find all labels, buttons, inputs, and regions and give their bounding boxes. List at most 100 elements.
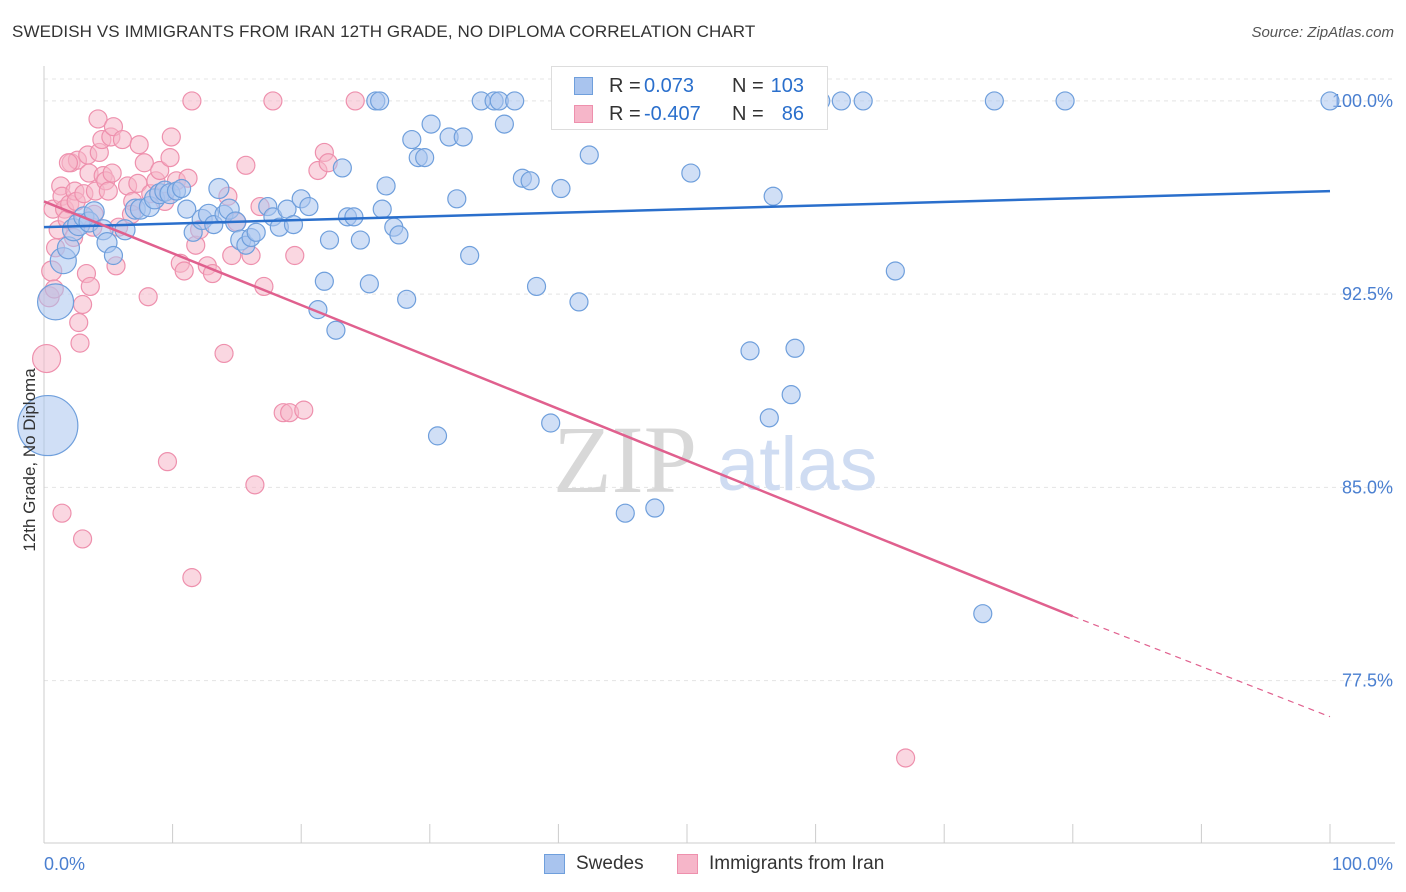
x-tick-label: 100.0% xyxy=(1332,854,1393,874)
swedes-point xyxy=(283,215,304,235)
y-tick-label: 77.5% xyxy=(1342,671,1393,691)
y-tick-label: 100.0% xyxy=(1332,91,1393,111)
iran-point xyxy=(160,148,180,168)
swedes-point xyxy=(319,230,340,250)
iran-point xyxy=(88,109,108,129)
swedes-point xyxy=(402,129,422,150)
iran-point xyxy=(182,568,202,588)
swedes-point xyxy=(984,91,1004,111)
swedes-point xyxy=(1055,91,1075,111)
swedes-point xyxy=(831,91,851,111)
legend-iran-label: Immigrants from Iran xyxy=(709,853,885,874)
swedes-point xyxy=(208,177,230,200)
iran-point xyxy=(70,333,90,353)
stats-box: R = 0.073 N = 103 R = -0.407 N = 86 xyxy=(551,66,828,130)
iran-point xyxy=(345,91,365,111)
iran-point xyxy=(52,503,72,523)
swedes-point xyxy=(520,171,540,191)
iran-point xyxy=(72,529,93,549)
swedes-point xyxy=(505,91,525,111)
swedes-point xyxy=(397,289,417,309)
swedes-point xyxy=(36,283,75,321)
iran-point xyxy=(896,748,916,768)
iran-point xyxy=(294,400,314,420)
iran-point xyxy=(31,343,62,374)
chart-title: SWEDISH VS IMMIGRANTS FROM IRAN 12TH GRA… xyxy=(12,22,756,41)
iran-point xyxy=(150,160,170,181)
swedes-n-value: 103 xyxy=(770,75,804,97)
swedes-point xyxy=(350,230,370,250)
watermark: ZIP atlas xyxy=(553,406,878,513)
swedes-point xyxy=(246,222,266,242)
swedes-point xyxy=(645,498,665,518)
iran-point xyxy=(236,155,256,175)
swedes-point xyxy=(376,176,396,196)
swedes-point xyxy=(427,426,448,446)
swedes-point xyxy=(781,385,801,405)
swedes-point xyxy=(740,341,760,361)
swedes-point xyxy=(421,114,441,134)
watermark-zip: ZIP xyxy=(553,406,697,513)
trend-lines xyxy=(43,189,1331,718)
iran-point xyxy=(80,276,100,297)
iran-swatch xyxy=(574,105,593,123)
y-tick-label: 85.0% xyxy=(1342,477,1393,497)
iran-r-value: -0.407 xyxy=(644,103,701,125)
source-label: Source: ZipAtlas.com xyxy=(1251,24,1394,41)
iran-point xyxy=(157,452,178,472)
swedes-point xyxy=(885,261,905,281)
iran-point xyxy=(102,163,122,183)
iran-n-label: N = xyxy=(732,103,764,125)
iran-point xyxy=(72,294,93,315)
iran-point xyxy=(98,181,118,201)
iran-point xyxy=(134,153,154,173)
legend: Swedes Immigrants from Iran xyxy=(0,850,1406,880)
swedes-point xyxy=(526,276,547,297)
swedes-r-label: R = xyxy=(609,75,641,97)
iran-point xyxy=(58,153,79,173)
swedes-point xyxy=(973,604,993,624)
y-tick-labels: 77.5% 85.0% 92.5% 100.0% xyxy=(1332,91,1393,691)
swedes-point xyxy=(1320,91,1340,111)
x-tick-labels: 0.0% 100.0% xyxy=(44,854,1393,874)
swedes-point xyxy=(17,394,79,457)
swedes-point xyxy=(299,196,319,217)
swedes-point xyxy=(389,225,409,245)
legend-iran-swatch xyxy=(677,854,698,874)
iran-point xyxy=(129,135,149,155)
swedes-point xyxy=(759,408,779,428)
iran-trend-line-extension xyxy=(1072,615,1331,718)
swedes-point xyxy=(494,114,514,134)
iran-point xyxy=(112,129,133,150)
swedes-swatch xyxy=(574,77,593,95)
swedes-r-value: 0.073 xyxy=(644,75,695,97)
iran-point xyxy=(285,245,305,266)
iran-point xyxy=(182,91,202,111)
swedes-point xyxy=(370,91,390,111)
swedes-point xyxy=(853,91,873,111)
iran-point xyxy=(214,343,234,364)
swedes-point xyxy=(785,338,805,358)
swedes-point xyxy=(103,245,124,266)
swedes-point xyxy=(344,207,364,227)
swedes-point xyxy=(314,271,334,291)
swedes-point xyxy=(551,178,571,199)
swedes-point xyxy=(415,148,435,168)
swedes-point xyxy=(332,158,352,178)
swedes-point xyxy=(447,189,467,209)
iran-point xyxy=(69,312,89,333)
iran-point xyxy=(245,475,265,495)
iran-trend-line xyxy=(43,200,1074,618)
swedes-point xyxy=(541,413,561,433)
iran-point xyxy=(161,127,181,147)
watermark-atlas: atlas xyxy=(717,422,878,507)
iran-n-value: 86 xyxy=(781,103,804,125)
legend-swedes-label: Swedes xyxy=(576,853,644,874)
swedes-point xyxy=(453,127,473,147)
iran-point xyxy=(222,245,242,266)
swedes-point xyxy=(359,274,379,294)
swedes-trend-line xyxy=(43,189,1331,229)
iran-point xyxy=(174,261,194,281)
x-tick-label: 0.0% xyxy=(44,854,85,874)
